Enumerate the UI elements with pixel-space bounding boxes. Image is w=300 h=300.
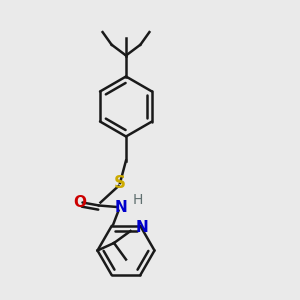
Text: O: O bbox=[73, 195, 86, 210]
Text: S: S bbox=[114, 174, 126, 192]
Text: H: H bbox=[133, 193, 143, 206]
Text: N: N bbox=[115, 200, 128, 214]
Text: N: N bbox=[135, 220, 148, 235]
